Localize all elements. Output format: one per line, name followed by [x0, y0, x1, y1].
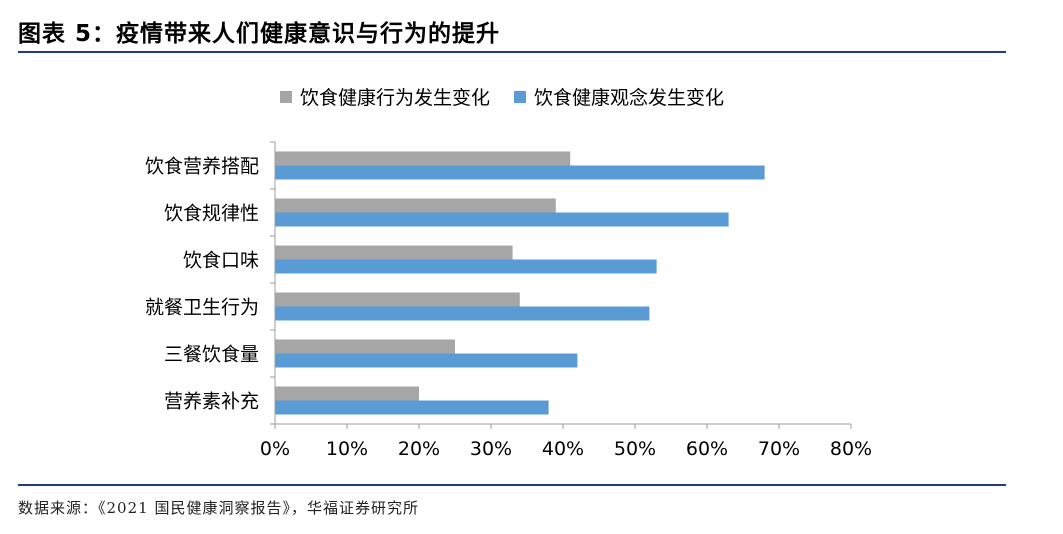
legend-item-behavior: 饮食健康行为发生变化	[280, 83, 490, 110]
legend-label-concept: 饮食健康观念发生变化	[534, 87, 725, 109]
category-label-3: 就餐卫生行为	[145, 297, 259, 319]
legend-label-behavior: 饮食健康行为发生变化	[300, 87, 491, 109]
figure-title: 图表 5：疫情带来人们健康意识与行为的提升	[18, 21, 501, 47]
bar-concept-0	[275, 165, 765, 180]
bar-behavior-1	[275, 198, 556, 213]
bar-concept-5	[275, 400, 549, 415]
bar-behavior-5	[275, 386, 419, 401]
x-tick-label-0: 0%	[260, 438, 290, 460]
x-tick-label-3: 30%	[470, 438, 512, 460]
category-label-2: 饮食口味	[183, 250, 259, 272]
source-note: 数据来源：《2021 国民健康洞察报告》，华福证券研究所	[18, 499, 419, 517]
x-tick-label-6: 60%	[686, 438, 728, 460]
category-label-0: 饮食营养搭配	[145, 156, 259, 178]
bar-concept-2	[275, 259, 657, 274]
source-rule	[18, 484, 1006, 486]
x-tick-label-2: 20%	[398, 438, 440, 460]
category-label-5: 营养素补充	[164, 391, 259, 413]
category-label-1: 饮食规律性	[164, 203, 259, 225]
bar-behavior-4	[275, 339, 455, 354]
title-rule	[18, 51, 1006, 53]
x-tick-label-7: 70%	[758, 438, 800, 460]
x-tick-label-4: 40%	[542, 438, 584, 460]
legend-swatch-behavior	[280, 90, 292, 103]
bar-behavior-3	[275, 292, 520, 307]
x-tick-label-5: 50%	[614, 438, 656, 460]
category-label-4: 三餐饮食量	[164, 344, 259, 366]
legend-item-concept: 饮食健康观念发生变化	[514, 83, 724, 110]
legend-swatch-concept	[514, 90, 527, 103]
bar-behavior-2	[275, 245, 513, 260]
x-tick-label-8: 80%	[830, 438, 872, 460]
x-tick-label-1: 10%	[326, 438, 368, 460]
bar-concept-4	[275, 353, 578, 368]
bar-behavior-0	[275, 151, 571, 166]
bar-concept-1	[275, 212, 729, 227]
chart-legend: 饮食健康行为发生变化 饮食健康观念发生变化	[280, 83, 724, 110]
bar-concept-3	[275, 306, 650, 321]
